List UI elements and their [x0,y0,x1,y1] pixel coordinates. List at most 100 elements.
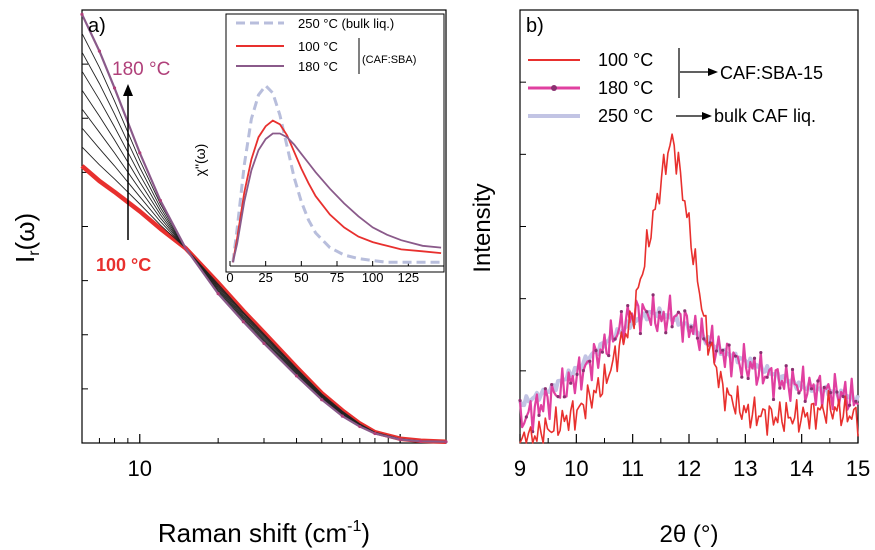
xrd-180c-marker [670,325,674,329]
inset-x-tick-label: 25 [258,270,272,285]
xrd-180c-marker [803,399,807,403]
xrd-180c-marker [835,390,839,394]
xrd-180c-marker [809,387,814,391]
xrd-180c-marker [588,359,592,363]
xrd-180c-marker [518,398,522,403]
xrd-180c-marker [797,391,801,395]
inset-x-tick-label: 50 [294,270,308,285]
inset-x-tick-label: 100 [362,270,384,285]
xrd-180c-marker [613,337,617,341]
temperature-arrow [123,84,133,240]
xrd-180c-marker [683,309,687,313]
legend-label-100c: 100 °C [598,50,653,70]
inset-legend-label-100c: 100 °C [298,39,338,54]
curve-180c-marker [138,151,142,155]
panel-a-ticks: 10 100 [81,63,419,481]
xrd-180c-marker [828,391,833,395]
legend-marker-180c [551,85,557,91]
xrd-180c-marker [550,382,554,387]
panel-a: 10 100 a) 180 °C 100 °C Ir(ω) Raman shift… [10,9,448,548]
panel-a-label: a) [88,15,106,37]
inset-curve-2 [232,132,442,263]
b-x-tick-label: 9 [514,456,526,481]
xrd-180c-marker [752,356,757,360]
panel-a-y-label: Ir(ω) [10,213,43,263]
panel-b-curves [518,133,860,444]
xrd-180c-marker [771,397,776,402]
xrd-180c-marker [600,350,604,354]
panel-b: 9 10 11 12 13 14 15 b) 100 °C 180 °C 250 °C CA… [469,9,870,548]
xrd-180c-marker [638,331,643,336]
inset-legend-label-250c: 250 °C (bulk liq.) [298,16,394,31]
inset-legend-group-label: (CAF:SBA) [362,54,416,66]
xrd-180c-marker [765,375,769,379]
xrd-180c-marker [575,372,579,376]
curve-180c-marker [444,440,448,444]
b-x-tick-label: 10 [564,456,588,481]
xrd-180c-marker [524,415,528,419]
xrd-180c-marker [537,413,541,418]
legend-arrowhead-1 [708,68,718,76]
xrd-180c-marker [676,310,681,314]
inset-x-tick-label: 75 [330,270,344,285]
xrd-180c-marker [695,336,700,340]
xrd-180c-marker [664,331,668,335]
legend-label-180c: 180 °C [598,78,653,98]
inset-plot: 0 25 50 75 100 125 [226,83,444,285]
curve-180c-marker [398,437,402,442]
inset-x-tick-label: 0 [226,270,233,285]
xrd-180c-marker [651,293,655,297]
xrd-180c-marker [556,395,560,399]
panel-a-x-label: Raman shift (cm-1) [158,518,370,548]
curve-180c-marker [419,439,423,443]
xrd-180c-marker [689,325,693,329]
legend-label-250c: 250 °C [598,106,653,126]
xrd-curve-1 [518,293,859,433]
curve-180c-marker [294,374,299,378]
xrd-180c-marker [841,394,845,399]
curve-180c-marker [262,341,266,346]
b-x-tick-label: 15 [846,456,870,481]
b-x-tick-label: 11 [621,456,644,481]
xrd-180c-marker [543,387,547,391]
xrd-180c-marker [740,375,744,379]
panel-a-curves [80,12,448,444]
b-x-tick-label: 13 [733,456,757,481]
curve-180c-marker [184,246,188,250]
curve-180c-marker [80,12,84,16]
inset-curve-1 [232,119,442,263]
curve-180c-marker [358,424,362,429]
panel-b-x-label: 2θ (°) [660,521,719,548]
curve-180c-marker [320,398,324,402]
inset-legend-label-180c: 180 °C [298,59,338,74]
xrd-180c-marker [746,376,750,381]
xrd-180c-marker [702,337,706,341]
panel-b-y-label: Intensity [469,183,496,272]
xrd-180c-marker [562,395,566,399]
xrd-180c-marker [847,403,852,407]
legend-arrowhead-2 [702,112,712,120]
xrd-180c-marker [784,364,788,368]
panel-b-legend: 100 °C 180 °C 250 °C CAF:SBA-15 bulk CAF… [528,48,823,126]
panel-b-ticks: 9 10 11 12 13 14 15 [514,81,870,481]
xrd-180c-marker [778,386,782,390]
curve-180c-marker [373,431,377,436]
inset-legend: 250 °C (bulk liq.) 100 °C 180 °C (CAF:SB… [236,16,416,74]
a-x-tick-label: 100 [382,456,419,481]
legend-target-caf-sba: CAF:SBA-15 [720,63,823,83]
b-x-tick-label: 14 [789,456,813,481]
xrd-180c-marker [714,349,719,353]
curve-180c-marker [158,198,162,203]
legend-target-bulk: bulk CAF liq. [714,106,816,126]
xrd-180c-marker [626,303,630,308]
xrd-curve-0 [519,133,859,444]
xrd-180c-marker [607,353,611,358]
xrd-180c-marker [822,385,826,390]
xrd-180c-marker [721,348,725,352]
inset-curve-0 [231,83,442,264]
annotation-180c: 180 °C [112,59,170,80]
curve-180c-marker [216,292,220,296]
xrd-180c-marker [727,343,731,347]
xrd-180c-marker [569,381,573,385]
